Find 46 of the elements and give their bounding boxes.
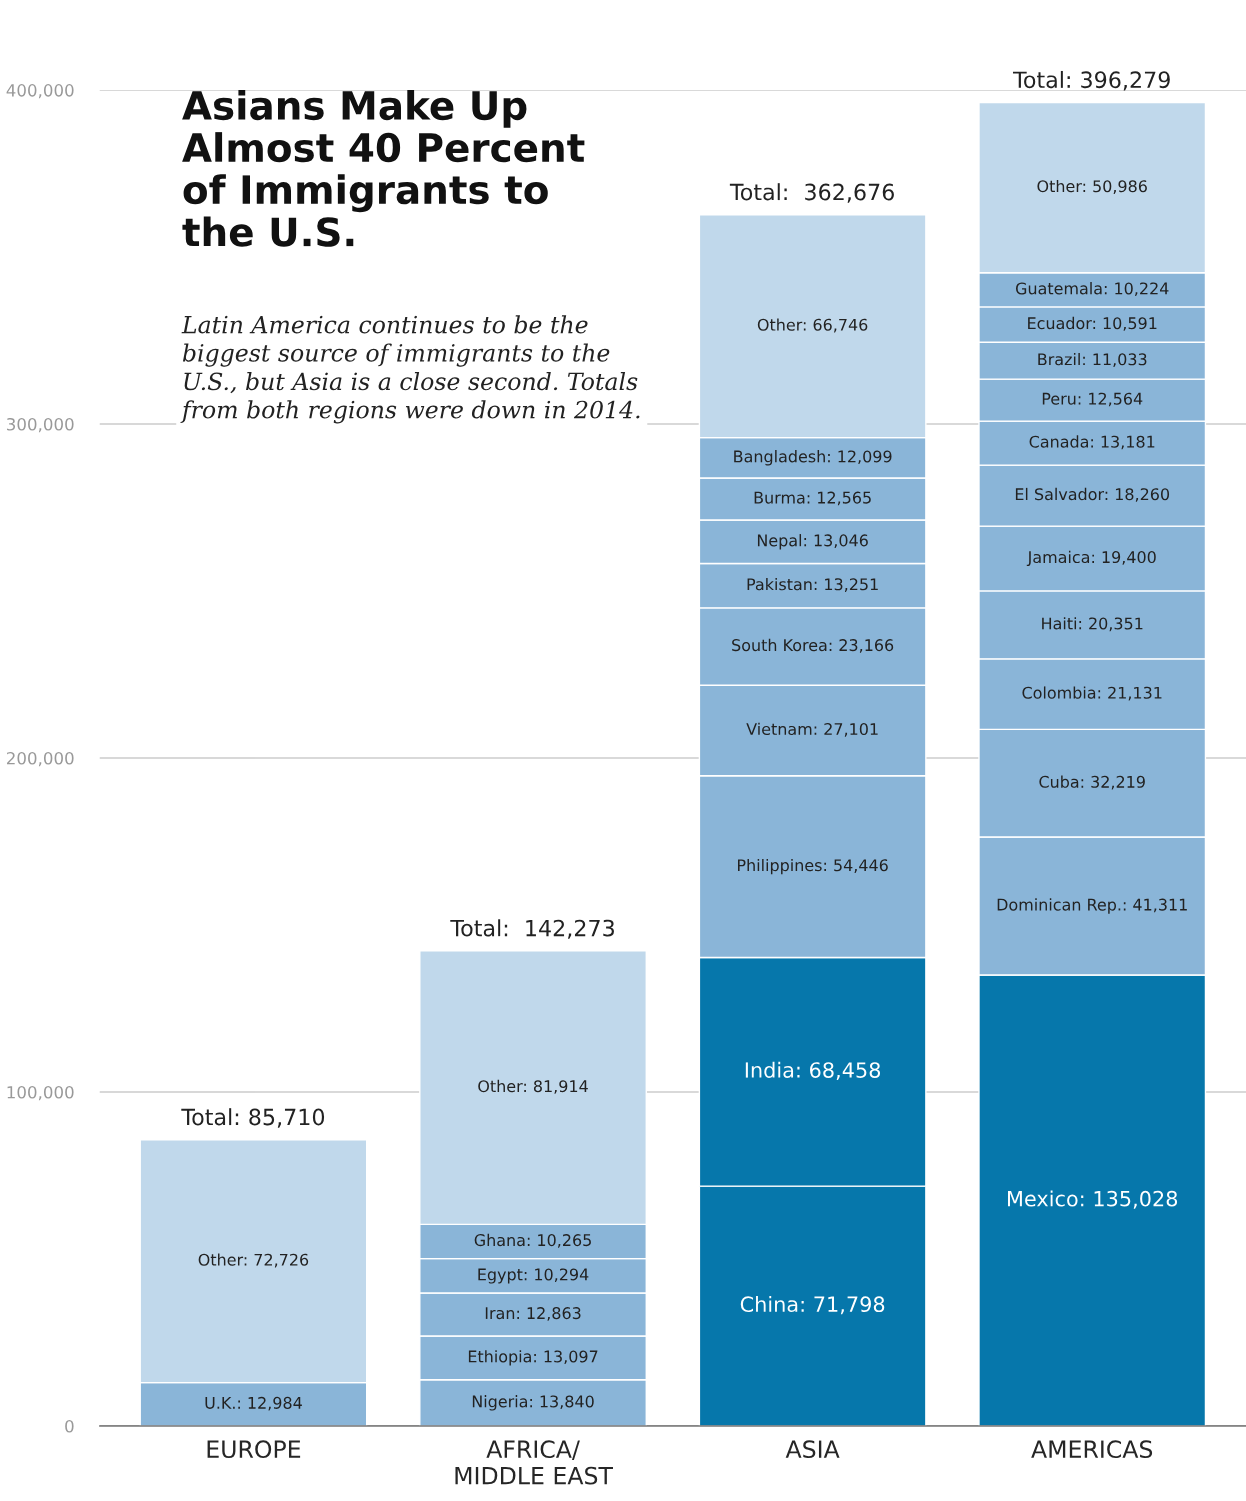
data-label: Colombia: 21,131 [1022, 686, 1162, 701]
data-label: Peru: 12,564 [1042, 392, 1143, 407]
data-label: Pakistan: 13,251 [747, 577, 878, 592]
data-label: Jamaica: 19,400 [1026, 550, 1156, 567]
data-label: Bangladesh: 12,099 [734, 450, 892, 466]
data-label: South Korea: 23,166 [732, 638, 894, 653]
data-label: Ecuador: 10,591 [1028, 316, 1157, 331]
text: Latin America continues to be the biggest source of immigrants to the U.S., but Asia is a close second. Totals from both regions were down in 2014. [180, 315, 640, 424]
x-tick-label: AFRICA/ MIDDLE EAST [455, 1440, 613, 1485]
data-label: Guatemala: 10,224 [1015, 282, 1169, 297]
data-label: Burma: 12,565 [754, 491, 871, 506]
data-label: Other: 72,726 [198, 1253, 309, 1268]
data-label: Other: 81,914 [478, 1079, 588, 1094]
y-tick-label: 300,000 [7, 417, 74, 433]
data-label: Other: 66,746 [757, 318, 868, 333]
data-label: Haiti: 20,351 [1042, 617, 1143, 632]
x-tick-label: EUROPE [207, 1440, 301, 1459]
data-label: Ethiopia: 13,097 [468, 1350, 598, 1366]
data-label: Vietnam: 27,101 [746, 722, 878, 737]
data-label: Brazil: 11,033 [1038, 352, 1147, 367]
data-label: Iran: 12,863 [485, 1307, 581, 1321]
total-label: Total: 85,710 [181, 1108, 325, 1128]
total-label: Total: 396,279 [1012, 70, 1170, 91]
data-label: Egypt: 10,294 [478, 1268, 589, 1284]
data-label: India: 68,458 [745, 1061, 881, 1081]
x-tick-label: ASIA [785, 1440, 840, 1459]
data-label: Canada: 13,181 [1029, 435, 1155, 450]
data-label: Nepal: 13,046 [757, 534, 868, 550]
data-label: Dominican Rep.: 41,311 [997, 898, 1187, 914]
y-tick-label: 0 [65, 1419, 74, 1433]
x-tick-label: AMERICAS [1031, 1440, 1153, 1459]
y-tick-label: 200,000 [6, 751, 74, 767]
data-label: Nigeria: 13,840 [472, 1395, 594, 1411]
total-label: Total: 142,273 [450, 919, 614, 939]
data-label: Other: 50,986 [1037, 179, 1147, 194]
y-tick-label: 100,000 [7, 1085, 74, 1101]
data-label: Ghana: 10,265 [474, 1233, 591, 1248]
text: Asians Make Up Almost 40 Percent of Immigrants to the U.S. [182, 90, 585, 247]
data-label: Philippines: 54,446 [738, 858, 888, 875]
data-label: El Salvador: 18,260 [1015, 487, 1170, 502]
data-label: Cuba: 32,219 [1039, 775, 1145, 790]
total-label: Total: 362,676 [729, 183, 894, 203]
data-label: China: 71,798 [740, 1295, 885, 1315]
y-tick-label: 400,000 [6, 84, 74, 99]
data-label: U.K.: 12,984 [205, 1396, 302, 1411]
data-label: Mexico: 135,028 [1008, 1190, 1178, 1209]
